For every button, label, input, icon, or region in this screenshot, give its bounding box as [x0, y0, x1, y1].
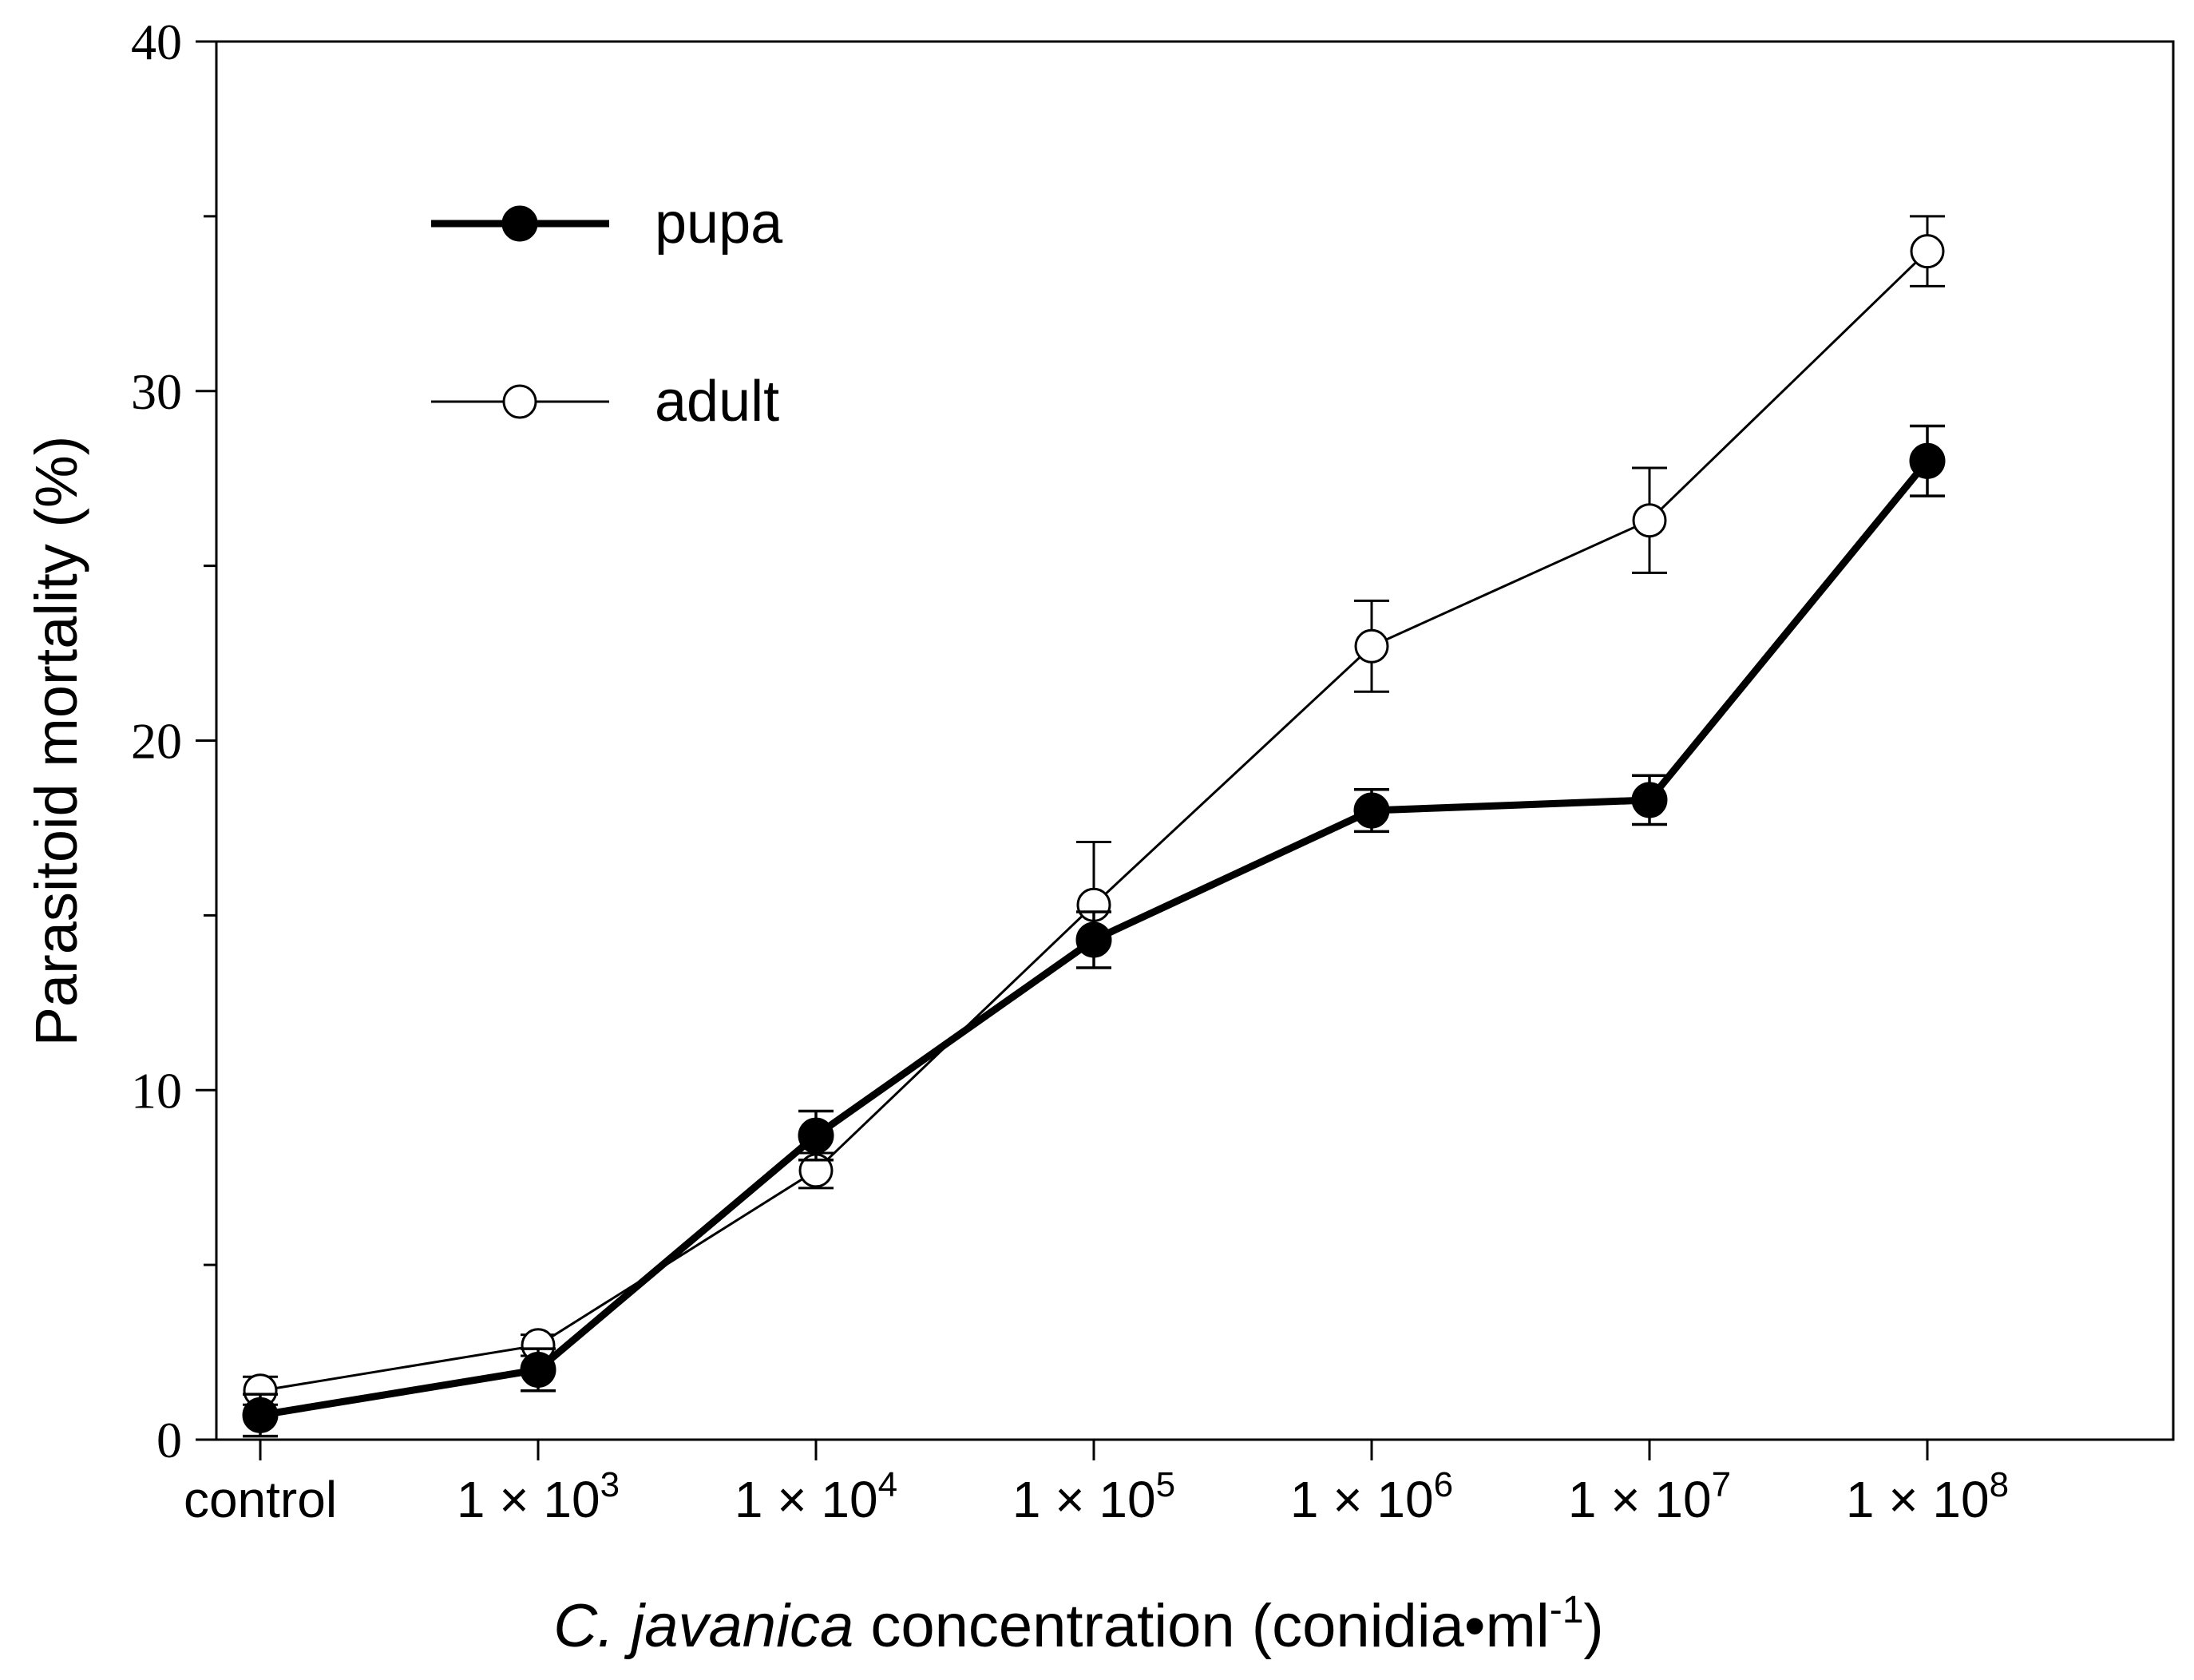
legend-label: pupa	[655, 192, 783, 256]
data-point-adult	[1632, 503, 1667, 538]
x-axis-label-unit: concentration (conidia•ml	[853, 1592, 1549, 1660]
y-axis-label: Parasitoid mortality (%)	[23, 436, 89, 1047]
data-point-pupa	[520, 1351, 556, 1388]
data-point-adult	[1910, 234, 1945, 269]
x-tick-label-exponent: 3	[600, 1465, 620, 1504]
x-tick-label: 1 × 107	[1568, 1465, 1731, 1528]
y-tick-label: 10	[131, 1062, 182, 1119]
x-axis-label-superscript: -1	[1550, 1589, 1584, 1631]
y-tick-label: 40	[131, 14, 182, 70]
legend-entry-pupa: pupa	[431, 192, 783, 256]
x-axis-label-species: C. javanica	[553, 1592, 853, 1660]
data-point-pupa	[1075, 921, 1112, 958]
legend-marker-sample	[501, 205, 538, 242]
legend-label: adult	[655, 370, 779, 434]
x-tick-label: 1 × 103	[457, 1465, 620, 1528]
x-tick-label: control	[184, 1471, 337, 1528]
x-tick-label-exponent: 5	[1156, 1465, 1175, 1504]
data-point-adult	[1354, 628, 1389, 664]
x-tick-label-exponent: 4	[878, 1465, 897, 1504]
data-point-pupa	[1631, 782, 1668, 818]
data-point-pupa	[242, 1397, 279, 1433]
data-point-pupa	[1353, 792, 1390, 829]
y-tick-label: 20	[131, 713, 182, 770]
x-tick-label: 1 × 104	[735, 1465, 897, 1528]
series-adult	[243, 215, 1945, 1409]
x-tick-label: 1 × 105	[1012, 1465, 1175, 1528]
series-pupa	[242, 424, 1946, 1438]
x-tick-label-exponent: 6	[1434, 1465, 1453, 1504]
y-tick-label: 0	[156, 1412, 182, 1468]
x-axis-label-close: )	[1583, 1592, 1603, 1660]
x-tick-label: 1 × 106	[1290, 1465, 1453, 1528]
data-point-pupa	[798, 1117, 834, 1154]
y-tick-label: 30	[131, 363, 182, 420]
data-point-pupa	[1909, 442, 1946, 479]
legend-marker-sample	[502, 384, 537, 419]
x-axis-label: C. javanica concentration (conidia•ml-1)	[553, 1589, 1603, 1660]
x-tick-label: 1 × 108	[1846, 1465, 2009, 1528]
x-tick-label-exponent: 7	[1712, 1465, 1731, 1504]
x-tick-label-exponent: 8	[1990, 1465, 2009, 1504]
legend-entry-adult: adult	[431, 370, 779, 434]
